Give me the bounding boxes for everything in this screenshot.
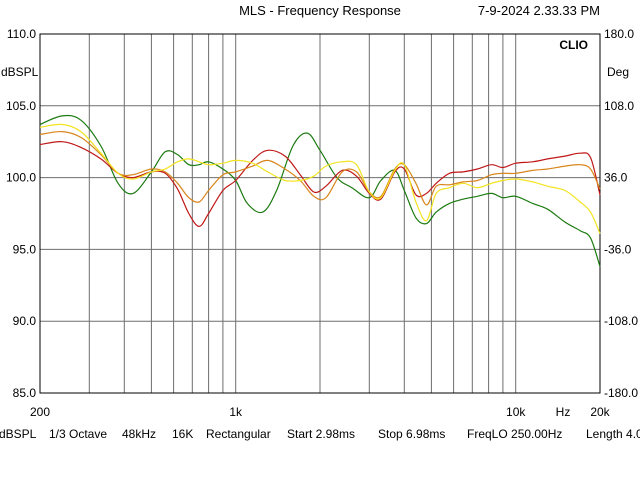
series-lines <box>39 114 601 267</box>
status-bar: dBSPL 1/3 Octave 48kHz 16K Rectangular S… <box>0 427 640 443</box>
status-smoothing: 1/3 Octave <box>49 427 108 441</box>
y-tick-label-right: -36.0 <box>604 242 632 256</box>
y-axis-right-label: Deg <box>607 65 629 79</box>
status-sample-rate: 48kHz <box>122 427 157 441</box>
plot-frame <box>39 33 601 394</box>
y-tick-label-left: 110.0 <box>7 27 36 41</box>
y-tick-label-right: -108.0 <box>604 314 638 328</box>
y-tick-label-right: 180.0 <box>604 27 634 41</box>
frequency-response-chart: MLS - Frequency Response 7-9-2024 2.33.3… <box>1 3 638 419</box>
y-tick-label-left: 85.0 <box>13 386 37 400</box>
tick-labels: 110.0 105.0 100.0 95.0 90.0 85.0 180.0 108.0 36.… <box>6 27 638 419</box>
y-tick-label-right: 108.0 <box>604 99 634 113</box>
status-size: 16K <box>172 427 194 441</box>
timestamp: 7-9-2024 2.33.33 PM <box>478 3 600 18</box>
brand-label: CLIO <box>559 38 588 52</box>
y-axis-left-label: dBSPL <box>1 65 39 79</box>
y-tick-label-left: 100.0 <box>6 171 36 185</box>
series-line-4 <box>39 123 601 234</box>
gridlines <box>39 33 601 394</box>
status-freqlo: FreqLO 250.00Hz <box>467 427 563 441</box>
status-stop: Stop 6.98ms <box>378 427 446 441</box>
chart-title: MLS - Frequency Response <box>239 3 401 18</box>
x-axis-unit: Hz <box>556 405 571 419</box>
y-tick-label-right: 36.0 <box>604 171 628 185</box>
x-tick-label: 200 <box>30 405 50 419</box>
x-tick-label: 1k <box>229 405 243 419</box>
status-window: Rectangular <box>206 427 271 441</box>
y-tick-label-right: -180.0 <box>604 386 638 400</box>
status-unit: dBSPL <box>0 427 37 441</box>
x-tick-label: 10k <box>506 405 526 419</box>
series-line-2 <box>39 141 601 228</box>
y-tick-label-left: 90.0 <box>13 314 37 328</box>
status-length: Length 4.00ms <box>586 427 640 441</box>
status-start: Start 2.98ms <box>287 427 356 441</box>
y-tick-label-left: 95.0 <box>13 242 37 256</box>
series-line-1 <box>39 114 601 267</box>
y-tick-label-left: 105.0 <box>6 99 36 113</box>
x-tick-label: 20k <box>590 405 610 419</box>
